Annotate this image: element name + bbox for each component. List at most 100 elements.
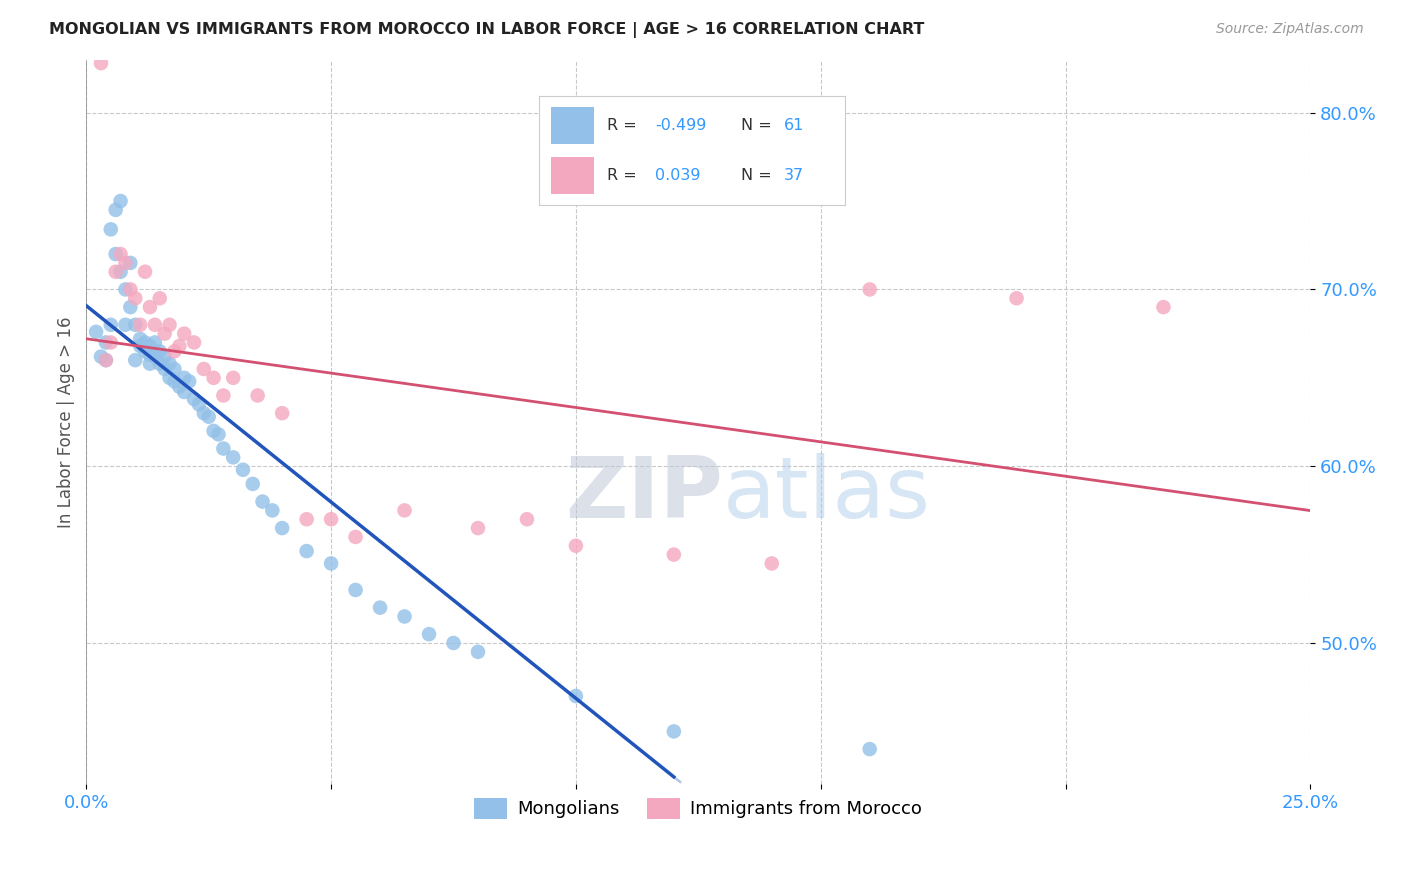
Point	[159, 371, 181, 385]
Point	[212, 388, 235, 402]
Point	[114, 318, 136, 332]
Point	[173, 384, 195, 399]
Point	[169, 379, 191, 393]
Point	[94, 353, 117, 368]
Point	[143, 335, 166, 350]
Point	[114, 256, 136, 270]
Point	[212, 442, 235, 456]
Y-axis label: In Labor Force | Age > 16: In Labor Force | Age > 16	[58, 317, 75, 528]
Point	[139, 348, 162, 362]
Legend: Mongolians, Immigrants from Morocco: Mongolians, Immigrants from Morocco	[467, 791, 929, 826]
Point	[859, 742, 882, 756]
Point	[104, 247, 127, 261]
Point	[252, 494, 274, 508]
Point	[467, 645, 489, 659]
Point	[104, 202, 127, 217]
Point	[516, 512, 538, 526]
Point	[295, 512, 318, 526]
Point	[344, 582, 367, 597]
Point	[295, 544, 318, 558]
Point	[163, 362, 186, 376]
Point	[149, 357, 172, 371]
Point	[232, 463, 254, 477]
Point	[149, 291, 172, 305]
Point	[565, 539, 588, 553]
Point	[344, 530, 367, 544]
Point	[124, 318, 146, 332]
Point	[565, 689, 588, 703]
Point	[124, 291, 146, 305]
Point	[153, 326, 176, 341]
Point	[394, 609, 416, 624]
Point	[124, 353, 146, 368]
Point	[859, 282, 882, 296]
Point	[139, 357, 162, 371]
Point	[120, 282, 142, 296]
Text: MONGOLIAN VS IMMIGRANTS FROM MOROCCO IN LABOR FORCE | AGE > 16 CORRELATION CHART: MONGOLIAN VS IMMIGRANTS FROM MOROCCO IN …	[49, 22, 925, 38]
Point	[129, 332, 152, 346]
Point	[169, 339, 191, 353]
Point	[134, 344, 156, 359]
Point	[129, 318, 152, 332]
Point	[159, 357, 181, 371]
Point	[149, 344, 172, 359]
Point	[120, 256, 142, 270]
Point	[271, 521, 294, 535]
Point	[114, 282, 136, 296]
Point	[202, 371, 225, 385]
Point	[129, 339, 152, 353]
Text: ZIP: ZIP	[565, 453, 723, 536]
Point	[443, 636, 465, 650]
Point	[246, 388, 269, 402]
Point	[110, 265, 132, 279]
Point	[222, 371, 245, 385]
Point	[143, 318, 166, 332]
Point	[100, 335, 122, 350]
Point	[662, 548, 685, 562]
Point	[368, 600, 391, 615]
Point	[262, 503, 284, 517]
Point	[183, 392, 205, 406]
Point	[418, 627, 440, 641]
Point	[467, 521, 489, 535]
Point	[394, 503, 416, 517]
Point	[319, 557, 342, 571]
Point	[110, 194, 132, 208]
Text: atlas: atlas	[723, 453, 931, 536]
Point	[173, 326, 195, 341]
Point	[153, 350, 176, 364]
Point	[100, 222, 122, 236]
Point	[193, 406, 215, 420]
Point	[163, 344, 186, 359]
Point	[110, 247, 132, 261]
Point	[143, 350, 166, 364]
Point	[94, 335, 117, 350]
Point	[94, 353, 117, 368]
Point	[222, 450, 245, 465]
Point	[319, 512, 342, 526]
Point	[202, 424, 225, 438]
Point	[271, 406, 294, 420]
Point	[193, 362, 215, 376]
Point	[662, 724, 685, 739]
Point	[187, 397, 209, 411]
Point	[104, 265, 127, 279]
Point	[90, 350, 112, 364]
Point	[761, 557, 783, 571]
Point	[90, 56, 112, 70]
Point	[120, 300, 142, 314]
Point	[183, 335, 205, 350]
Point	[1005, 291, 1028, 305]
Point	[139, 339, 162, 353]
Point	[100, 318, 122, 332]
Point	[173, 371, 195, 385]
Point	[84, 325, 107, 339]
Point	[139, 300, 162, 314]
Point	[197, 409, 219, 424]
Point	[163, 375, 186, 389]
Text: Source: ZipAtlas.com: Source: ZipAtlas.com	[1216, 22, 1364, 37]
Point	[134, 335, 156, 350]
Point	[179, 375, 201, 389]
Point	[1152, 300, 1174, 314]
Point	[134, 265, 156, 279]
